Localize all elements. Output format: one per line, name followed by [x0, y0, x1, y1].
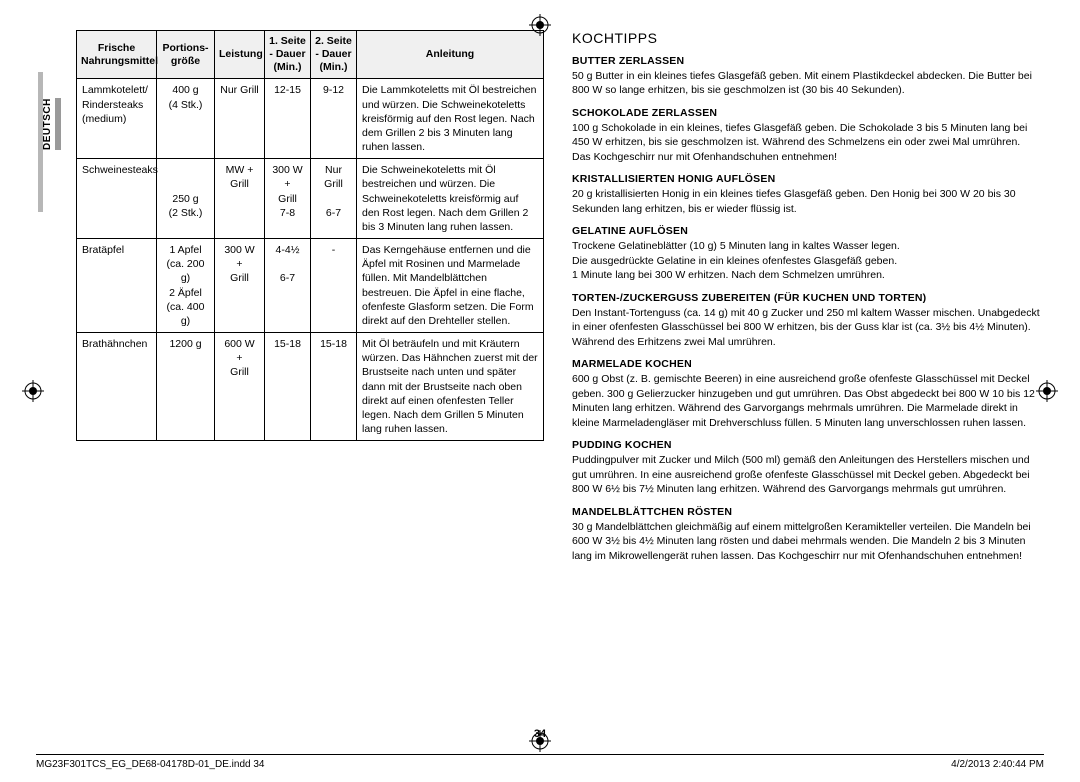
table-row: Bratäpfel 1 Apfel (ca. 200 g) 2 Äpfel (c… — [77, 239, 544, 333]
left-column: Frische Nahrungsmittel Portions- größe L… — [76, 30, 544, 563]
cell-instr: Das Kerngehäuse entfernen und die Äpfel … — [357, 239, 544, 333]
page-number: 34 — [0, 728, 1080, 740]
cell-dur2: 15-18 — [311, 333, 357, 441]
cell-dur1: 300 W + Grill 7-8 — [265, 159, 311, 239]
tip-body: 100 g Schokolade in ein kleines, tiefes … — [572, 121, 1040, 164]
tip-body: 20 g kristallisierten Honig in ein klein… — [572, 187, 1040, 216]
th-dur2: 2. Seite - Dauer (Min.) — [311, 31, 357, 79]
tip-body: 600 g Obst (z. B. gemischte Beeren) in e… — [572, 372, 1040, 430]
cell-dur2: - — [311, 239, 357, 333]
footer-file: MG23F301TCS_EG_DE68-04178D-01_DE.indd 34 — [36, 759, 264, 770]
th-instr: Anleitung — [357, 31, 544, 79]
tip-title: MARMELADE KOCHEN — [572, 358, 1040, 370]
table-row: Brathähnchen 1200 g 600 W + Grill 15-18 … — [77, 333, 544, 441]
cell-food: Bratäpfel — [77, 239, 157, 333]
cell-food: Brathähnchen — [77, 333, 157, 441]
tip-title: GELATINE AUFLÖSEN — [572, 225, 1040, 237]
footer: MG23F301TCS_EG_DE68-04178D-01_DE.indd 34… — [36, 754, 1044, 770]
tip-title: PUDDING KOCHEN — [572, 439, 1040, 451]
cell-power: MW + Grill — [215, 159, 265, 239]
cell-power: 600 W + Grill — [215, 333, 265, 441]
tip-body: 30 g Mandelblättchen gleichmäßig auf ein… — [572, 520, 1040, 563]
th-portion: Portions- größe — [157, 31, 215, 79]
footer-timestamp: 4/2/2013 2:40:44 PM — [951, 759, 1044, 770]
cell-power: Nur Grill — [215, 79, 265, 159]
th-food: Frische Nahrungsmittel — [77, 31, 157, 79]
cell-instr: Die Schweinekoteletts mit Öl bestreichen… — [357, 159, 544, 239]
tip-title: SCHOKOLADE ZERLASSEN — [572, 107, 1040, 119]
table-row: Lammkotelett/ Rindersteaks (medium) 400 … — [77, 79, 544, 159]
tip-body: Puddingpulver mit Zucker und Milch (500 … — [572, 453, 1040, 496]
cell-dur2: 9-12 — [311, 79, 357, 159]
table-row: Schweinesteaks 250 g (2 Stk.) MW + Grill… — [77, 159, 544, 239]
table-body: Lammkotelett/ Rindersteaks (medium) 400 … — [77, 79, 544, 441]
language-tab: DEUTSCH — [42, 98, 61, 150]
cell-dur1: 12-15 — [265, 79, 311, 159]
tip-title: MANDELBLÄTTCHEN RÖSTEN — [572, 506, 1040, 518]
tip-body: 50 g Butter in ein kleines tiefes Glasge… — [572, 69, 1040, 98]
cooking-table: Frische Nahrungsmittel Portions- größe L… — [76, 30, 544, 441]
tip-title: TORTEN-/ZUCKERGUSS ZUBEREITEN (FÜR KUCHE… — [572, 292, 1040, 304]
tip-body: Den Instant-Tortenguss (ca. 14 g) mit 40… — [572, 306, 1040, 349]
tip-title: BUTTER ZERLASSEN — [572, 55, 1040, 67]
th-power: Leistung — [215, 31, 265, 79]
cell-power: 300 W + Grill — [215, 239, 265, 333]
tip-title: KRISTALLISIERTEN HONIG AUFLÖSEN — [572, 173, 1040, 185]
cell-dur2: Nur Grill 6-7 — [311, 159, 357, 239]
tip-body: Trockene Gelatineblätter (10 g) 5 Minute… — [572, 239, 1040, 282]
page: DEUTSCH Frische Nahrungsmittel Portions-… — [0, 0, 1080, 782]
right-column: KOCHTIPPS BUTTER ZERLASSEN 50 g Butter i… — [572, 30, 1040, 563]
cell-dur1: 4-4½ 6-7 — [265, 239, 311, 333]
cell-food: Lammkotelett/ Rindersteaks (medium) — [77, 79, 157, 159]
cell-portion: 400 g (4 Stk.) — [157, 79, 215, 159]
cell-portion: 1200 g — [157, 333, 215, 441]
cell-portion: 250 g (2 Stk.) — [157, 159, 215, 239]
cell-instr: Mit Öl beträufeln und mit Kräutern würze… — [357, 333, 544, 441]
cell-portion: 1 Apfel (ca. 200 g) 2 Äpfel (ca. 400 g) — [157, 239, 215, 333]
th-dur1: 1. Seite - Dauer (Min.) — [265, 31, 311, 79]
cell-dur1: 15-18 — [265, 333, 311, 441]
tips-heading: KOCHTIPPS — [572, 30, 1040, 46]
cell-instr: Die Lammkoteletts mit Öl bestreichen und… — [357, 79, 544, 159]
registration-mark-icon — [1036, 380, 1058, 402]
cell-food: Schweinesteaks — [77, 159, 157, 239]
registration-mark-icon — [529, 14, 551, 36]
registration-mark-icon — [22, 380, 44, 402]
